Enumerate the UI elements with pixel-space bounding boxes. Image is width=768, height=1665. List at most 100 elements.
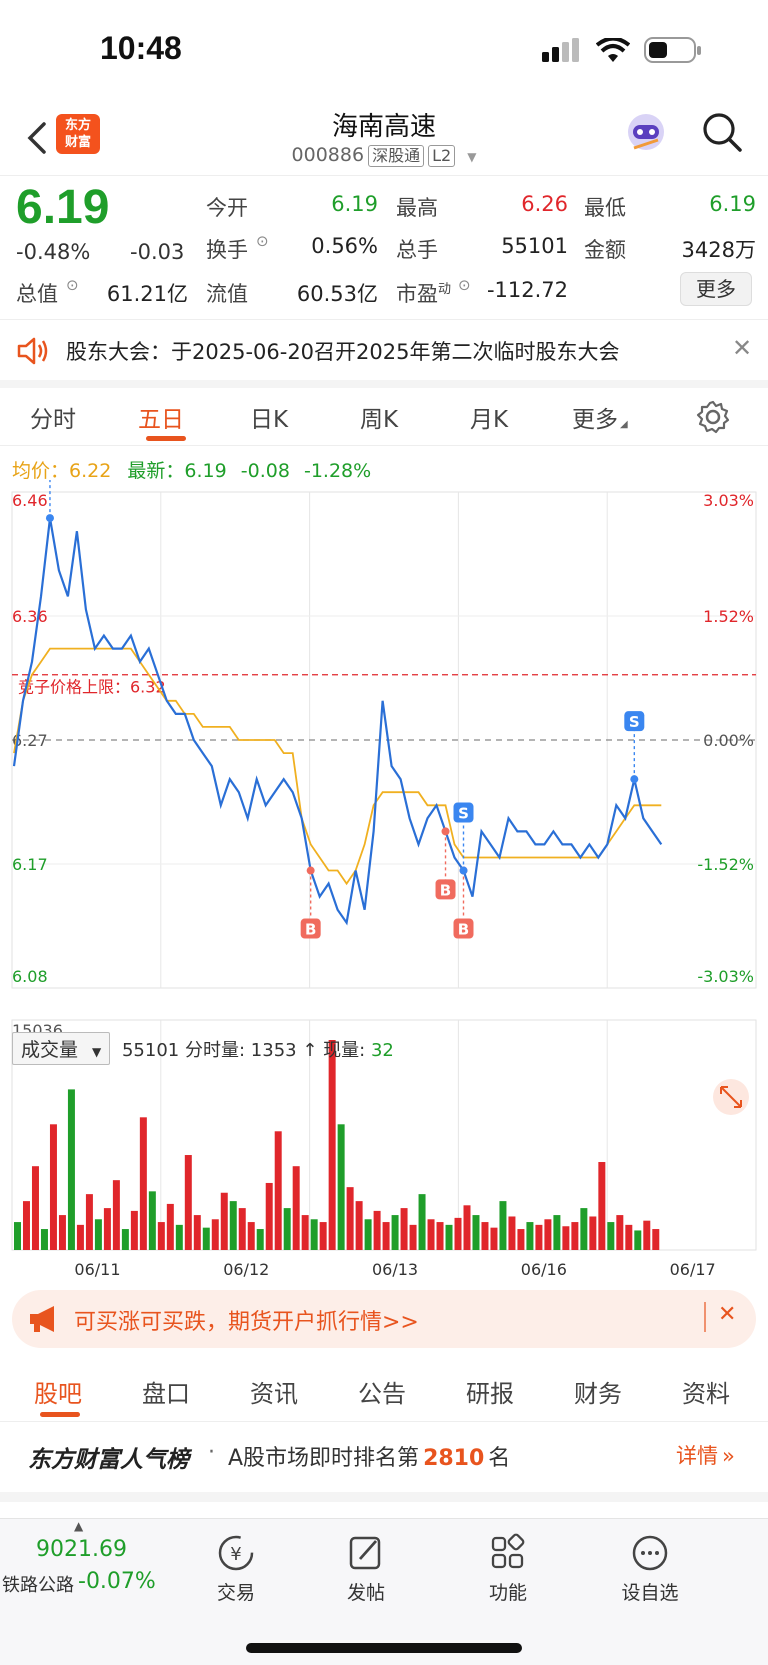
- stock-header: 东方 财富 海南高速 000886 深股通 L2 ▼: [0, 100, 768, 176]
- float-value: 60.53亿: [296, 282, 378, 306]
- tab-weekly-k[interactable]: 周K: [360, 407, 399, 433]
- current-price: 6.19: [16, 181, 110, 234]
- amount-label: 金额: [584, 238, 626, 262]
- tab-news[interactable]: 资讯: [250, 1380, 298, 1408]
- tab-announcement[interactable]: 公告: [358, 1380, 406, 1408]
- tab-monthly-k[interactable]: 月K: [470, 407, 509, 433]
- index-value[interactable]: 9021.69: [36, 1537, 127, 1562]
- tab-more[interactable]: 更多 ◢: [572, 407, 628, 433]
- tab-guba[interactable]: 股吧: [34, 1380, 82, 1408]
- now-volume-value: 32: [370, 1040, 394, 1061]
- latest-change: -0.08: [240, 460, 290, 482]
- sell-marker: [453, 802, 474, 823]
- volume-bar: [499, 1201, 507, 1250]
- mktcap-value: 61.21亿: [106, 282, 188, 306]
- volume-bar: [283, 1208, 291, 1250]
- nav-functions[interactable]: 功能: [458, 1533, 558, 1605]
- volume-bar: [463, 1205, 471, 1250]
- rank-detail-link[interactable]: 详情»: [676, 1444, 735, 1468]
- turnover-label: 换手: [206, 238, 248, 262]
- marker-dot: [306, 866, 315, 875]
- volume-bar: [364, 1219, 372, 1250]
- popularity-rank-row[interactable]: 东方财富人气榜 · A股市场即时排名第 2810 名 详情»: [0, 1424, 768, 1502]
- stock-code-row[interactable]: 000886 深股通 L2 ▼: [0, 144, 768, 167]
- pct-tick-label: 1.52%: [703, 607, 754, 626]
- volume-bar: [319, 1222, 327, 1250]
- volume-bar: [346, 1187, 354, 1250]
- volume-bar: [625, 1224, 633, 1250]
- nav-trade-label: 交易: [216, 1582, 255, 1604]
- volume-bar: [616, 1215, 624, 1250]
- volume-bar: [31, 1166, 39, 1250]
- volume-bar: [292, 1166, 300, 1250]
- volume-bar: [481, 1222, 489, 1250]
- logo-line1: 东方: [64, 118, 91, 133]
- volume-bar: [211, 1219, 219, 1250]
- volume-value: 55101: [501, 234, 568, 258]
- shenzhen-connect-tag: 深股通: [368, 145, 425, 167]
- volume-bar: [508, 1216, 516, 1250]
- rank-brand: 东方财富人气榜: [28, 1447, 189, 1473]
- volume-bar: [562, 1226, 570, 1250]
- volume-bar: [175, 1224, 183, 1250]
- volume-bar: [85, 1194, 93, 1250]
- back-icon[interactable]: [22, 118, 52, 158]
- volume-bar: [58, 1215, 66, 1250]
- marker-label: B: [440, 881, 451, 899]
- volume-bar: [445, 1224, 453, 1250]
- robot-assistant-icon[interactable]: [624, 110, 668, 154]
- tab-profile[interactable]: 资料: [682, 1380, 730, 1408]
- volume-bar: [130, 1210, 138, 1250]
- high-value: 6.26: [521, 192, 568, 216]
- volume-bar: [436, 1222, 444, 1250]
- tab-five-day[interactable]: 五日: [138, 407, 184, 433]
- up-triangle-icon: ▲: [74, 1519, 84, 1533]
- change-amount: -0.03: [130, 240, 185, 264]
- divider: [704, 1302, 706, 1332]
- pct-tick-label: 3.03%: [703, 491, 754, 510]
- volume-bar: [418, 1194, 426, 1250]
- nav-add-watchlist[interactable]: 设自选: [600, 1533, 700, 1605]
- volume-bar: [112, 1180, 120, 1250]
- tab-daily-k[interactable]: 日K: [250, 407, 289, 433]
- info-icon[interactable]: ⊙: [256, 232, 269, 250]
- notice-bar[interactable]: 股东大会：于2025-06-20召开2025年第二次临时股东大会 ✕: [0, 322, 768, 388]
- more-dots-icon: [632, 1535, 668, 1571]
- pct-tick-label: 0.00%: [703, 731, 754, 750]
- tab-research[interactable]: 研报: [466, 1380, 514, 1408]
- five-day-chart[interactable]: 竞子价格上限：6.32 6.46 3.03% 6.36 1.52% 6.27 0.00% 6.…: [0, 480, 768, 1280]
- notice-text: 股东大会：于2025-06-20召开2025年第二次临时股东大会: [66, 340, 620, 364]
- info-icon[interactable]: ⊙: [66, 276, 79, 294]
- nav-add-watchlist-label: 设自选: [621, 1582, 679, 1604]
- volume-bar: [373, 1210, 381, 1250]
- buy-marker: [453, 918, 474, 939]
- volume-bar: [535, 1224, 543, 1250]
- search-icon[interactable]: [700, 110, 744, 154]
- close-icon[interactable]: ✕: [732, 334, 753, 362]
- volume-bar: [580, 1208, 588, 1250]
- settings-gear-icon[interactable]: [696, 400, 730, 434]
- stock-name: 海南高速: [331, 112, 436, 142]
- period-tabs: 分时 五日 日K 周K 月K 更多 ◢: [0, 386, 768, 446]
- nav-post[interactable]: 发帖: [316, 1533, 416, 1605]
- tab-intraday[interactable]: 分时: [30, 407, 76, 433]
- volume-label: 总手: [396, 238, 438, 262]
- tab-finance[interactable]: 财务: [574, 1380, 622, 1408]
- volume-bar: [634, 1230, 642, 1250]
- volume-bar: [148, 1191, 156, 1250]
- futures-ad-banner[interactable]: 可买涨可买跌，期货开户抓行情>> ✕: [12, 1290, 756, 1348]
- date-tick-label: 06/13: [372, 1260, 418, 1279]
- marker-dot: [630, 775, 639, 784]
- close-icon[interactable]: ✕: [718, 1302, 737, 1327]
- home-indicator: [246, 1643, 522, 1653]
- volume-bar: [157, 1222, 165, 1250]
- volume-bar: [409, 1224, 417, 1250]
- signal-icon: [542, 38, 579, 62]
- info-icon[interactable]: ⊙: [458, 276, 471, 294]
- avg-latest-line: 均价：6.22 最新：6.19 -0.08 -1.28%: [12, 456, 371, 483]
- tab-pankou[interactable]: 盘口: [142, 1380, 190, 1408]
- more-quote-button[interactable]: 更多: [680, 272, 752, 306]
- nav-trade[interactable]: ¥ 交易: [186, 1533, 286, 1605]
- volume-selector[interactable]: 成交量 ▼: [12, 1032, 111, 1065]
- volume-bar: [202, 1227, 210, 1250]
